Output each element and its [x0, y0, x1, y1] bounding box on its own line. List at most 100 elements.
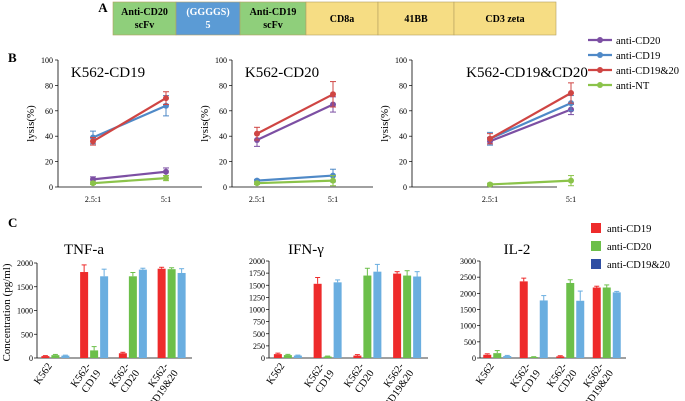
series-line [92, 97, 167, 143]
car-construct-diagram: Anti-CD20 scFv (GGGGS) 5 Anti-CD19 scFv CD8a 41… [112, 1, 557, 36]
construct-label: CD3 zeta [485, 14, 524, 25]
bar [157, 268, 166, 358]
bar [493, 353, 502, 358]
construct-segment-2 [239, 1, 307, 36]
legend-label: anti-CD19&20 [616, 66, 679, 77]
data-point [254, 130, 260, 137]
data-point [487, 135, 493, 142]
bar [592, 287, 601, 358]
data-point [330, 91, 336, 98]
cytokine-charts: 0 500 1000 1500 2000 TNF-a Concentration (pg/m… [1, 242, 626, 401]
y-axis-label: lysis(%) [379, 105, 391, 142]
chart-title: IL-2 [504, 242, 531, 258]
data-point [330, 177, 336, 184]
x-tick-label: 5:1 [566, 195, 576, 204]
bar [118, 353, 127, 358]
chart-title: K562-CD19&CD20 [466, 65, 588, 81]
panel-label-a: A [98, 0, 108, 15]
bar [353, 355, 362, 358]
x-tick-label: 2.5:1 [249, 195, 265, 204]
bar [80, 272, 89, 358]
bar [293, 355, 302, 358]
bar [483, 354, 492, 358]
construct-label: Anti-CD20 [121, 7, 168, 18]
bar [100, 276, 109, 358]
x-tick-label: 2.5:1 [85, 195, 101, 204]
y-tick-label: 2000 [460, 289, 476, 298]
y-tick-label: 40 [399, 132, 407, 141]
series-line [489, 102, 572, 140]
legend-marker [597, 67, 603, 73]
category-label: K562-CD20 [545, 361, 580, 397]
bar [128, 276, 137, 358]
legend-label: anti-NT [616, 81, 650, 92]
y-tick-label: 2000 [17, 259, 33, 268]
lysis-charts: 0 20 40 60 80 100 2.5:1 5:1 lysis(%) K562-CD19 0 20… [25, 56, 588, 204]
y-tick-label: 0 [29, 354, 33, 363]
series-line [92, 170, 167, 181]
legend-label: anti-CD19 [607, 224, 651, 235]
chart-title: K562-CD19 [71, 65, 145, 81]
bar [313, 283, 322, 358]
construct-segment-0 [112, 1, 177, 36]
y-tick-label: 250 [253, 342, 265, 351]
category-label: K562 [265, 361, 287, 386]
legend-label: anti-CD19&20 [607, 260, 670, 271]
chart-title: TNF-a [64, 242, 104, 258]
chart-title: K562-CD20 [245, 65, 319, 81]
legend-marker [597, 52, 603, 58]
legend-swatch [591, 259, 601, 269]
legend-label: anti-CD19 [616, 51, 660, 62]
y-tick-label: 1000 [17, 307, 33, 316]
bar [363, 275, 372, 358]
category-label-line: K562 [32, 361, 54, 386]
category-label: K562-CD20 [108, 361, 143, 397]
data-point [254, 180, 260, 187]
y-tick-label: 20 [219, 158, 227, 167]
y-tick-label: 2500 [460, 273, 476, 282]
series-line [489, 108, 572, 143]
y-tick-label: 100 [395, 56, 407, 65]
construct-label: 5 [206, 20, 211, 31]
bar [503, 356, 512, 358]
data-point [163, 168, 169, 175]
construct-label: (GGGGS) [186, 7, 229, 18]
y-axis-label: Concentration (pg/ml) [1, 263, 13, 361]
series-line [256, 179, 334, 185]
data-point [487, 181, 493, 188]
y-tick-label: 1500 [460, 306, 476, 315]
construct-label: CD8a [330, 14, 354, 25]
y-tick-label: 80 [399, 81, 407, 90]
legend-swatch [591, 241, 601, 251]
panel-label-c: C [8, 215, 17, 230]
construct-segment-4 [377, 1, 455, 36]
data-point [90, 180, 96, 187]
chart-title: IFN-γ [288, 242, 324, 258]
y-axis-label: lysis(%) [199, 105, 211, 142]
bar [273, 354, 282, 358]
category-label: K562-CD19 [303, 361, 338, 397]
bar [556, 356, 565, 358]
category-label: K562 [32, 361, 54, 386]
bar [333, 282, 342, 358]
bar [61, 355, 70, 358]
legend-label: anti-CD20 [607, 242, 651, 253]
data-point [568, 177, 574, 184]
bar [41, 356, 50, 358]
category-label: K562-CD20 [342, 361, 377, 397]
y-tick-label: 2000 [249, 257, 265, 266]
legend-marker [597, 82, 603, 88]
bar [167, 269, 176, 358]
data-point [163, 175, 169, 182]
bar [602, 287, 611, 358]
series-line [256, 93, 334, 135]
category-label: K562 [474, 361, 496, 386]
series-line [256, 174, 334, 182]
y-tick-label: 0 [403, 183, 407, 192]
y-tick-label: 60 [219, 107, 227, 116]
y-tick-label: 40 [219, 132, 227, 141]
y-axis-label: lysis(%) [25, 105, 37, 142]
bar [138, 269, 147, 358]
y-tick-label: 100 [215, 56, 227, 65]
